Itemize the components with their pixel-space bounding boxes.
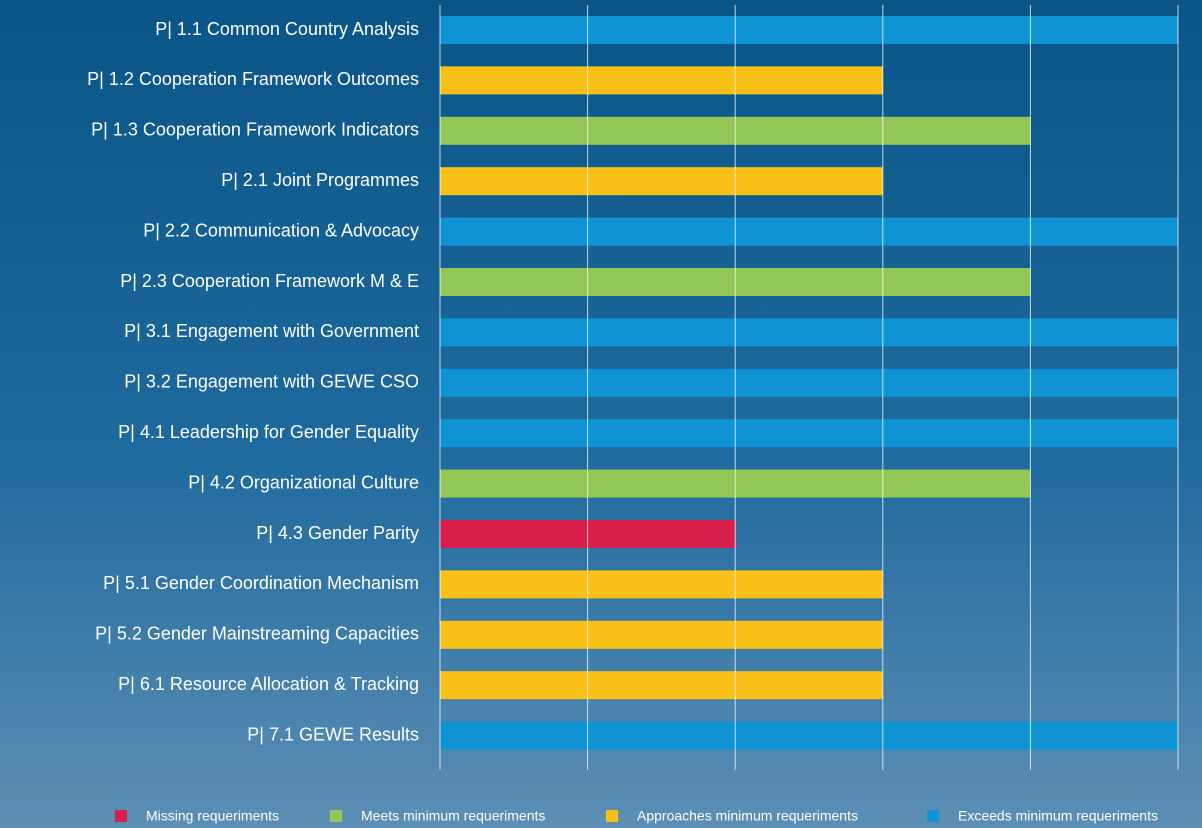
category-label: P| 4.2 Organizational Culture (188, 472, 419, 492)
bar (440, 16, 1178, 44)
category-label: P| 2.3 Cooperation Framework M & E (120, 271, 419, 291)
category-label: P| 3.1 Engagement with Government (124, 321, 419, 341)
bar (440, 167, 883, 196)
category-label: P| 4.3 Gender Parity (256, 523, 419, 543)
bar (440, 419, 1178, 448)
category-label: P| 5.2 Gender Mainstreaming Capacities (95, 624, 419, 644)
category-label: P| 1.3 Cooperation Framework Indicators (91, 120, 419, 140)
bar (440, 318, 1178, 347)
category-label: P| 1.2 Cooperation Framework Outcomes (87, 69, 419, 89)
legend-label: Exceeds minimum requeriments (958, 808, 1158, 824)
category-label: P| 2.2 Communication & Advocacy (143, 220, 419, 240)
legend-label: Approaches minimum requeriments (637, 808, 858, 824)
category-label: P| 5.1 Gender Coordination Mechanism (103, 573, 419, 593)
legend-label: Meets minimum requeriments (361, 808, 545, 824)
bar (440, 570, 883, 599)
legend-label: Missing requeriments (146, 808, 279, 824)
category-label: P| 3.2 Engagement with GEWE CSO (124, 372, 419, 392)
bar (440, 66, 883, 95)
legend-swatch (606, 810, 618, 822)
category-label: P| 4.1 Leadership for Gender Equality (118, 422, 419, 442)
category-label: P| 7.1 GEWE Results (247, 724, 419, 744)
bar (440, 217, 1178, 246)
category-label: P| 1.1 Common Country Analysis (155, 19, 419, 39)
legend-swatch (927, 810, 939, 822)
bar (440, 671, 883, 700)
bar (440, 721, 1178, 750)
legend-swatch (330, 810, 342, 822)
category-label: P| 2.1 Joint Programmes (221, 170, 419, 190)
legend-swatch (115, 810, 127, 822)
bar (440, 620, 883, 649)
category-label: P| 6.1 Resource Allocation & Tracking (118, 674, 419, 694)
bar (440, 368, 1178, 397)
